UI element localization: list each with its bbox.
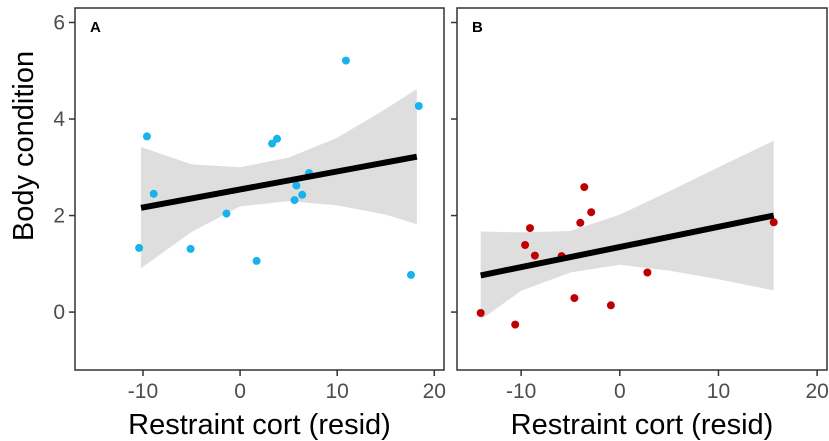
- data-point: [222, 209, 231, 218]
- data-point: [292, 181, 301, 190]
- data-point: [273, 134, 281, 143]
- x-tick-label: -10: [506, 380, 536, 403]
- data-point: [580, 183, 589, 192]
- data-point: [570, 294, 579, 303]
- data-point: [268, 139, 277, 148]
- panel-b: B -10 0 10 20 Restraint cort (resid): [451, 7, 829, 441]
- data-point: [341, 56, 350, 65]
- data-point: [576, 218, 585, 227]
- data-point: [769, 218, 778, 227]
- confidence-band: [480, 140, 774, 320]
- data-point: [476, 309, 485, 317]
- data-point: [511, 320, 520, 329]
- x-axis-title: Restraint cort (resid): [128, 409, 391, 441]
- data-point: [298, 190, 307, 199]
- y-axis-title: Body condition: [8, 51, 40, 241]
- panel-tag: A: [90, 19, 101, 36]
- data-point: [290, 196, 299, 205]
- x-tick-label: 0: [234, 380, 246, 403]
- x-tick-label: 20: [423, 380, 446, 403]
- data-point: [407, 270, 415, 279]
- x-tick-label: -10: [128, 380, 158, 403]
- data-point: [587, 208, 596, 217]
- y-tick-label: 4: [53, 108, 65, 131]
- x-tick-label: 0: [614, 380, 626, 403]
- x-tick-label: 10: [707, 380, 730, 403]
- panel-frame: [74, 7, 445, 371]
- data-point: [149, 189, 158, 198]
- y-tick-label: 6: [53, 11, 65, 34]
- confidence-band: [141, 89, 417, 269]
- panel-frame: [456, 7, 828, 371]
- data-point: [186, 244, 195, 253]
- data-point: [530, 251, 539, 260]
- data-point: [142, 132, 151, 141]
- regression-line: [140, 153, 418, 211]
- data-point: [414, 102, 423, 110]
- panel-a: A -10 0 10 20 0 2 4 6 Restraint cort (resid): [53, 7, 446, 441]
- data-point: [252, 256, 261, 265]
- x-tick-label: 20: [805, 380, 828, 403]
- data-point: [135, 243, 144, 252]
- regression-line: [480, 212, 775, 279]
- x-tick-label: 10: [326, 380, 349, 403]
- panel-tag: B: [472, 19, 483, 36]
- data-point: [526, 224, 534, 233]
- data-point: [643, 268, 652, 277]
- data-point: [606, 301, 615, 310]
- x-axis-title: Restraint cort (resid): [511, 409, 774, 441]
- data-point: [521, 241, 530, 249]
- y-tick-label: 2: [53, 205, 65, 228]
- y-tick-label: 0: [53, 301, 65, 324]
